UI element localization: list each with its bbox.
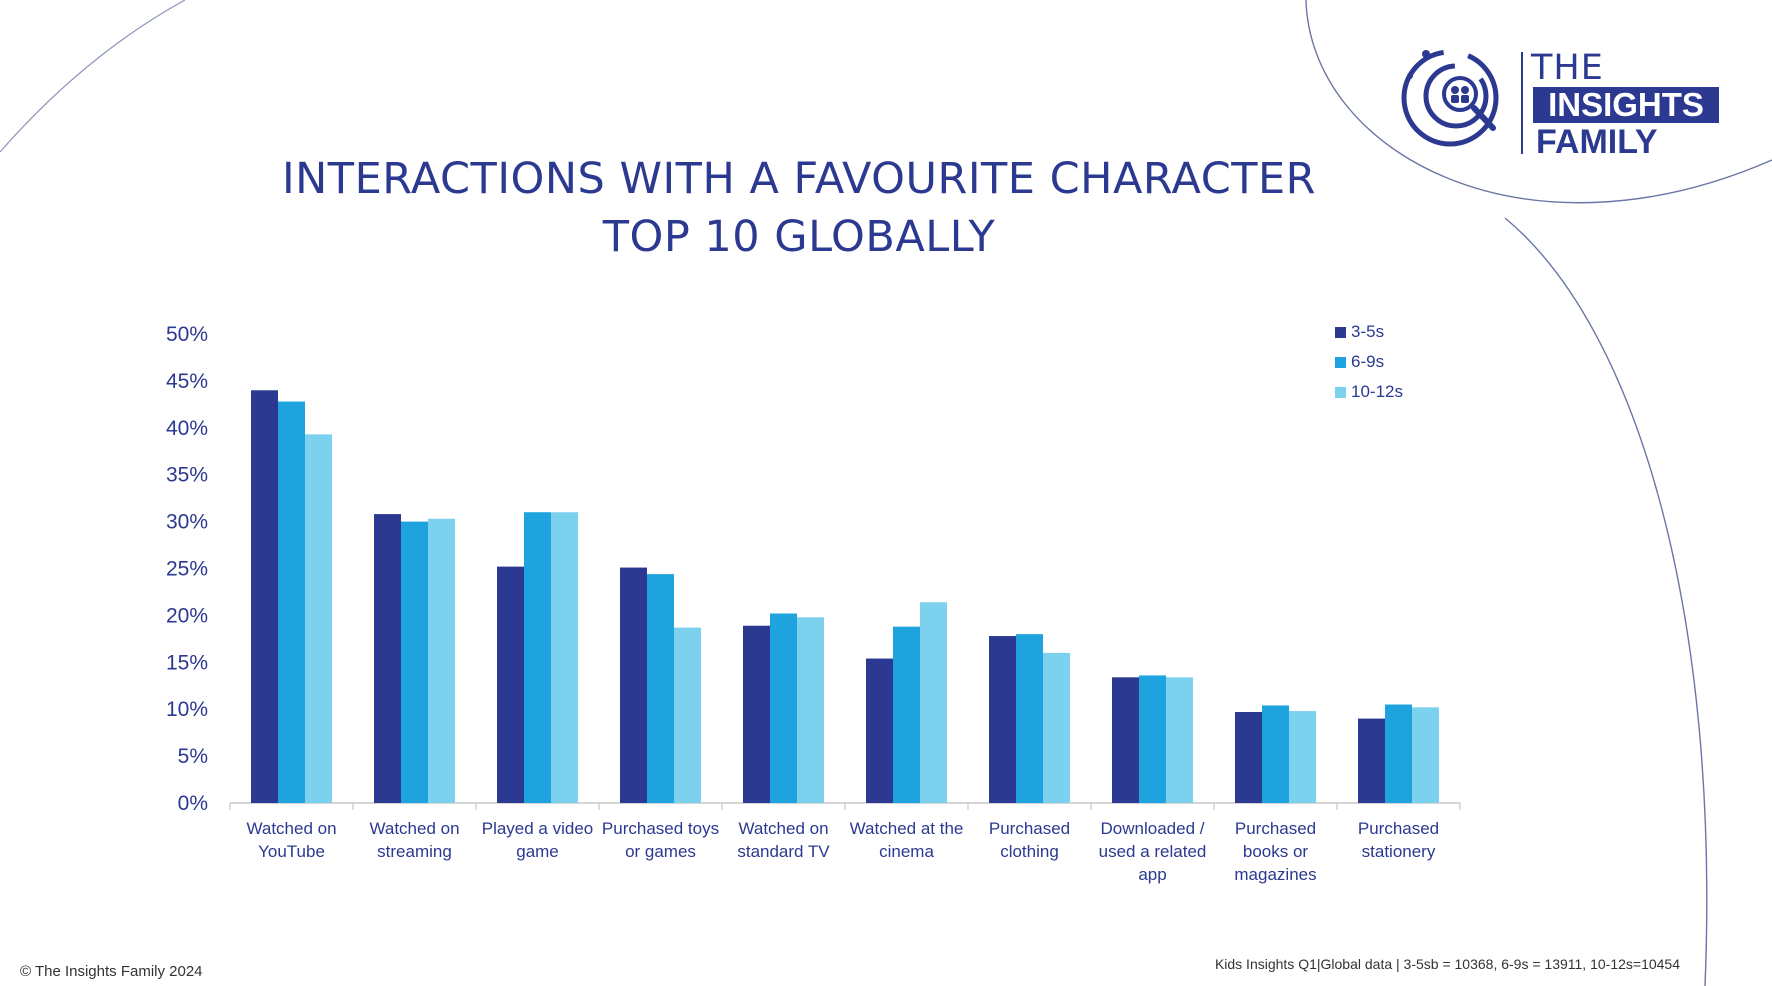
- bar-10-12s: [305, 434, 332, 803]
- chart-subtitle: TOP 10 GLOBALLY: [602, 212, 996, 262]
- logo-text-the: THE: [1531, 48, 1604, 88]
- bar-10-12s: [1166, 677, 1193, 803]
- legend-label: 10-12s: [1351, 382, 1403, 401]
- x-category-label: Watched on: [246, 819, 336, 838]
- bar-6-9s: [278, 401, 305, 803]
- bar-3-5s: [251, 390, 278, 803]
- x-category-label: Watched on: [738, 819, 828, 838]
- bar-6-9s: [893, 626, 920, 803]
- insights-family-logo: THE INSIGHTS FAMILY: [1398, 46, 1728, 161]
- x-category-label: stationery: [1362, 842, 1436, 861]
- x-category-label: books or: [1243, 842, 1309, 861]
- x-category-label: streaming: [377, 842, 452, 861]
- logo-text-family: FAMILY: [1536, 123, 1658, 161]
- bar-10-12s: [920, 602, 947, 803]
- x-category-label: standard TV: [737, 842, 830, 861]
- x-category-label: used a related: [1099, 842, 1207, 861]
- x-category-label: Purchased toys: [602, 819, 719, 838]
- bar-10-12s: [1412, 707, 1439, 803]
- x-category-label: clothing: [1000, 842, 1059, 861]
- bar-10-12s: [1043, 652, 1070, 803]
- x-category-label: Played a video: [482, 819, 594, 838]
- copyright-text: © The Insights Family 2024: [20, 963, 203, 980]
- y-tick-label: 50%: [166, 323, 208, 346]
- x-category-label: Purchased: [989, 819, 1070, 838]
- x-category-label: Purchased: [1358, 819, 1439, 838]
- legend-swatch-6-9s: [1335, 357, 1346, 368]
- x-category-label: magazines: [1234, 865, 1316, 884]
- chart-title: INTERACTIONS WITH A FAVOURITE CHARACTER: [281, 154, 1317, 204]
- legend-label: 6-9s: [1351, 352, 1384, 371]
- x-category-label: Downloaded /: [1101, 819, 1205, 838]
- bar-3-5s: [620, 567, 647, 803]
- bar-6-9s: [647, 574, 674, 803]
- bar-3-5s: [743, 625, 770, 803]
- bar-10-12s: [428, 518, 455, 803]
- bar-6-9s: [1385, 704, 1412, 803]
- y-tick-label: 25%: [166, 558, 208, 581]
- x-category-label: YouTube: [258, 842, 325, 861]
- bar-6-9s: [1139, 675, 1166, 803]
- bar-6-9s: [1262, 705, 1289, 803]
- y-tick-label: 20%: [166, 604, 208, 627]
- y-tick-label: 40%: [166, 417, 208, 440]
- legend-swatch-10-12s: [1335, 387, 1346, 398]
- bar-3-5s: [374, 514, 401, 803]
- x-category-label: Watched on: [369, 819, 459, 838]
- bar-6-9s: [401, 521, 428, 803]
- y-tick-label: 10%: [166, 698, 208, 721]
- bar-10-12s: [551, 512, 578, 803]
- y-tick-label: 35%: [166, 464, 208, 487]
- bar-6-9s: [1016, 634, 1043, 803]
- bar-10-12s: [1289, 711, 1316, 803]
- bar-3-5s: [1235, 712, 1262, 803]
- bar-3-5s: [1112, 677, 1139, 803]
- bar-10-12s: [674, 627, 701, 803]
- y-tick-label: 30%: [166, 511, 208, 534]
- bar-3-5s: [989, 636, 1016, 803]
- y-tick-label: 0%: [178, 792, 208, 815]
- bar-6-9s: [524, 512, 551, 803]
- legend-label: 3-5s: [1351, 322, 1384, 341]
- bar-6-9s: [770, 613, 797, 803]
- bar-3-5s: [866, 658, 893, 803]
- logo-text-insights: INSIGHTS: [1533, 87, 1719, 123]
- bar-10-12s: [797, 617, 824, 803]
- bar-3-5s: [1358, 718, 1385, 803]
- logo-divider: [1521, 52, 1523, 154]
- x-category-label: cinema: [879, 842, 934, 861]
- y-tick-label: 5%: [178, 745, 208, 768]
- y-tick-label: 45%: [166, 370, 208, 393]
- magnifier-family-icon: [1401, 49, 1499, 147]
- x-category-label: Watched at the: [850, 819, 964, 838]
- x-category-label: game: [516, 842, 559, 861]
- y-tick-label: 15%: [166, 651, 208, 674]
- x-category-label: Purchased: [1235, 819, 1316, 838]
- x-category-label: app: [1138, 865, 1166, 884]
- legend-swatch-3-5s: [1335, 327, 1346, 338]
- bar-3-5s: [497, 566, 524, 803]
- x-category-label: or games: [625, 842, 696, 861]
- source-note: Kids Insights Q1|Global data | 3-5sb = 1…: [1214, 956, 1680, 972]
